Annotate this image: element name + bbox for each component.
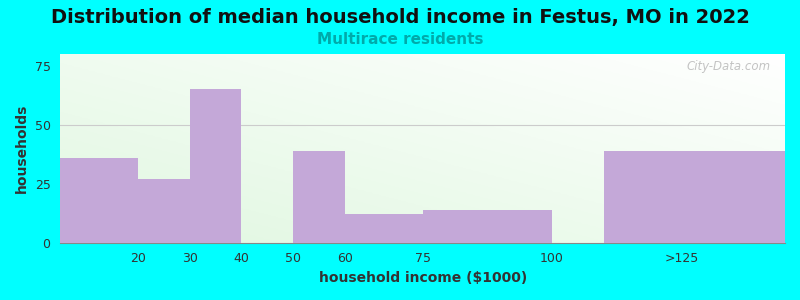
Bar <box>190 89 242 243</box>
X-axis label: household income ($1000): household income ($1000) <box>318 271 526 285</box>
Bar <box>138 179 190 243</box>
Bar <box>422 210 552 243</box>
Bar <box>345 214 422 243</box>
Bar <box>604 151 785 243</box>
Bar <box>294 151 345 243</box>
Text: Distribution of median household income in Festus, MO in 2022: Distribution of median household income … <box>50 8 750 26</box>
Bar <box>60 158 138 243</box>
Text: City-Data.com: City-Data.com <box>686 60 770 73</box>
Text: Multirace residents: Multirace residents <box>317 32 483 46</box>
Y-axis label: households: households <box>15 104 29 193</box>
